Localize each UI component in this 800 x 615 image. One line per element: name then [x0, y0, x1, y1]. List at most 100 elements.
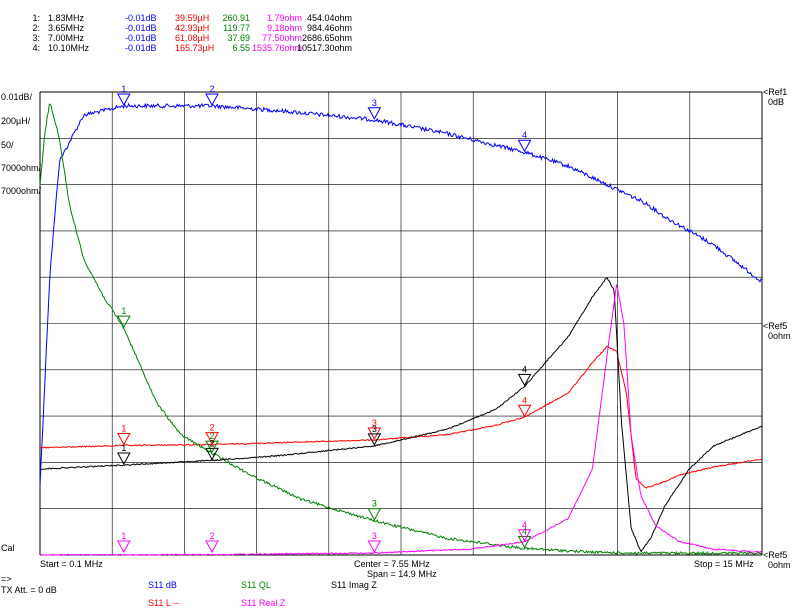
- marker-table-freq: 1.83MHz: [48, 13, 85, 23]
- legend: S11 dB S11 QL S11 Imag Z S11 L -- S11 Re…: [148, 580, 377, 608]
- marker-table-index: 3:: [32, 33, 40, 43]
- chart-traces: [39, 102, 763, 556]
- marker-table-ImagZ: 2686.65ohm: [302, 33, 352, 43]
- marker-triangle-dB: [517, 139, 532, 153]
- legend-dB: S11 dB: [148, 580, 177, 590]
- marker-label-L: 2: [210, 423, 215, 433]
- marker-table-ImagZ: 984.46ohm: [307, 23, 352, 33]
- marker-table-index: 1:: [32, 13, 40, 23]
- arrow-indicator: =>: [1, 574, 12, 584]
- marker-table-QL: 37.69: [227, 33, 250, 43]
- marker-label-ImagZ: 1: [121, 443, 126, 453]
- marker-table-L: 61.08µH: [175, 33, 209, 43]
- marker-label-RealZ: 1: [121, 531, 126, 541]
- marker-label-QL: 3: [372, 499, 377, 509]
- marker-triangle-ImagZ: [116, 452, 131, 466]
- trace-QL: [39, 103, 763, 556]
- marker-table-freq: 10.10MHz: [48, 43, 90, 53]
- scale-label-RealZ: 7000ohm/: [1, 163, 42, 173]
- ref1-label: <Ref1: [763, 87, 787, 97]
- start-freq-label: Start = 0.1 MHz: [40, 559, 103, 569]
- marker-triangle-RealZ: [517, 529, 532, 542]
- scale-label-dB: 0.01dB/: [1, 92, 33, 102]
- tx-att-label: TX Att. = 0 dB: [1, 585, 57, 595]
- marker-label-ImagZ: 4: [522, 364, 527, 374]
- trace-L: [40, 345, 763, 489]
- marker-table-L: 42.93µH: [175, 23, 209, 33]
- marker-triangle-L: [205, 432, 219, 445]
- marker-label-QL: 4: [522, 527, 527, 537]
- marker-label-RealZ: 2: [210, 531, 215, 541]
- marker-table-L: 39.59µH: [175, 13, 209, 23]
- marker-table-ImagZ: 454.04ohm: [307, 13, 352, 23]
- marker-label-dB: 4: [522, 130, 527, 140]
- scale-label-QL: 50/: [1, 140, 14, 150]
- marker-table-dB: -0.01dB: [125, 23, 157, 33]
- legend-QL: S11 QL: [241, 580, 271, 590]
- marker-label-QL: 2: [210, 431, 215, 441]
- trace-ImagZ: [39, 277, 763, 553]
- marker-triangle-RealZ: [205, 540, 219, 554]
- marker-label-QL: 1: [121, 306, 126, 316]
- center-freq-label: Center = 7.55 MHz: [354, 559, 430, 569]
- marker-table: 1: 1.83MHz -0.01dB 39.59µH 260.91 1.79ohm 454.…: [32, 13, 352, 53]
- marker-table-QL: 6.55: [232, 43, 250, 53]
- marker-table-freq: 3.65MHz: [48, 23, 85, 33]
- marker-table-dB: -0.01dB: [125, 43, 157, 53]
- marker-table-dB: -0.01dB: [125, 33, 157, 43]
- marker-label-L: 1: [121, 424, 126, 434]
- marker-table-RealZ: 77.50ohm: [262, 33, 302, 43]
- marker-table-RealZ: 1535.76ohm: [252, 43, 302, 53]
- marker-triangle-L: [116, 433, 131, 446]
- marker-label-RealZ: 4: [522, 520, 527, 530]
- marker-triangle-dB: [205, 93, 219, 107]
- marker-triangle-RealZ: [116, 540, 131, 554]
- ref5-label-black: <Ref5: [763, 321, 787, 331]
- marker-label-L: 4: [522, 395, 527, 405]
- marker-table-ImagZ: 10517.30ohm: [297, 43, 352, 53]
- marker-triangle-QL: [517, 536, 532, 549]
- chart-grid: [39, 91, 763, 556]
- marker-triangle-ImagZ: [517, 373, 532, 387]
- legend-L: S11 L --: [148, 598, 179, 608]
- marker-table-QL: 119.77: [223, 23, 250, 33]
- legend-realZ: S11 Real Z: [241, 598, 286, 608]
- marker-label-dB: 2: [210, 84, 215, 94]
- marker-label-L: 3: [372, 418, 377, 428]
- marker-table-RealZ: 9.18ohm: [267, 23, 302, 33]
- marker-triangle-L: [517, 404, 532, 418]
- scale-label-L: 200µH/: [1, 116, 31, 126]
- marker-table-freq: 7.00MHz: [48, 33, 85, 43]
- marker-triangle-ImagZ: [367, 433, 382, 446]
- ref5-value-black: 0ohm: [768, 331, 791, 341]
- marker-triangle-dB: [116, 93, 131, 107]
- marker-triangle-QL: [116, 315, 131, 329]
- marker-table-index: 4:: [32, 43, 40, 53]
- marker-label-dB: 1: [121, 84, 126, 94]
- marker-triangle-QL: [367, 508, 382, 521]
- marker-label-RealZ: 3: [372, 531, 377, 541]
- marker-triangle-QL: [205, 440, 219, 454]
- marker-table-L: 165.73µH: [175, 43, 214, 53]
- marker-label-dB: 3: [372, 98, 377, 108]
- marker-table-RealZ: 1.79ohm: [267, 13, 302, 23]
- marker-triangle-ImagZ: [205, 447, 219, 461]
- marker-table-QL: 260.91: [222, 13, 250, 23]
- marker-table-index: 2:: [32, 23, 40, 33]
- stop-freq-label: Stop = 15 MHz: [694, 559, 754, 569]
- ref-bottom-label: <Ref5: [763, 550, 787, 560]
- trace-RealZ: [39, 284, 763, 556]
- cal-label: Cal: [1, 543, 15, 553]
- span-label: Span = 14.9 MHz: [367, 569, 437, 579]
- ref1-value: 0dB: [768, 97, 784, 107]
- marker-label-ImagZ: 3: [372, 424, 377, 434]
- marker-triangle-dB: [367, 107, 382, 120]
- ref-bottom-value: 0ohm: [768, 560, 791, 570]
- trace-dB: [39, 102, 763, 487]
- marker-table-dB: -0.01dB: [125, 13, 157, 23]
- scale-label-ImagZ: 7000ohm/: [1, 186, 42, 196]
- marker-triangle-RealZ: [367, 540, 382, 554]
- marker-label-ImagZ: 2: [210, 438, 215, 448]
